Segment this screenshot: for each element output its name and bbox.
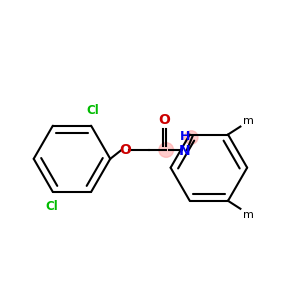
Text: m: m — [243, 210, 254, 220]
Circle shape — [159, 142, 174, 158]
Text: H: H — [180, 130, 190, 142]
Text: m: m — [243, 116, 254, 126]
Text: N: N — [179, 145, 190, 158]
Text: O: O — [119, 143, 131, 157]
Text: O: O — [158, 113, 170, 127]
Text: Cl: Cl — [86, 104, 99, 117]
Text: Cl: Cl — [45, 200, 58, 213]
Circle shape — [184, 131, 198, 144]
